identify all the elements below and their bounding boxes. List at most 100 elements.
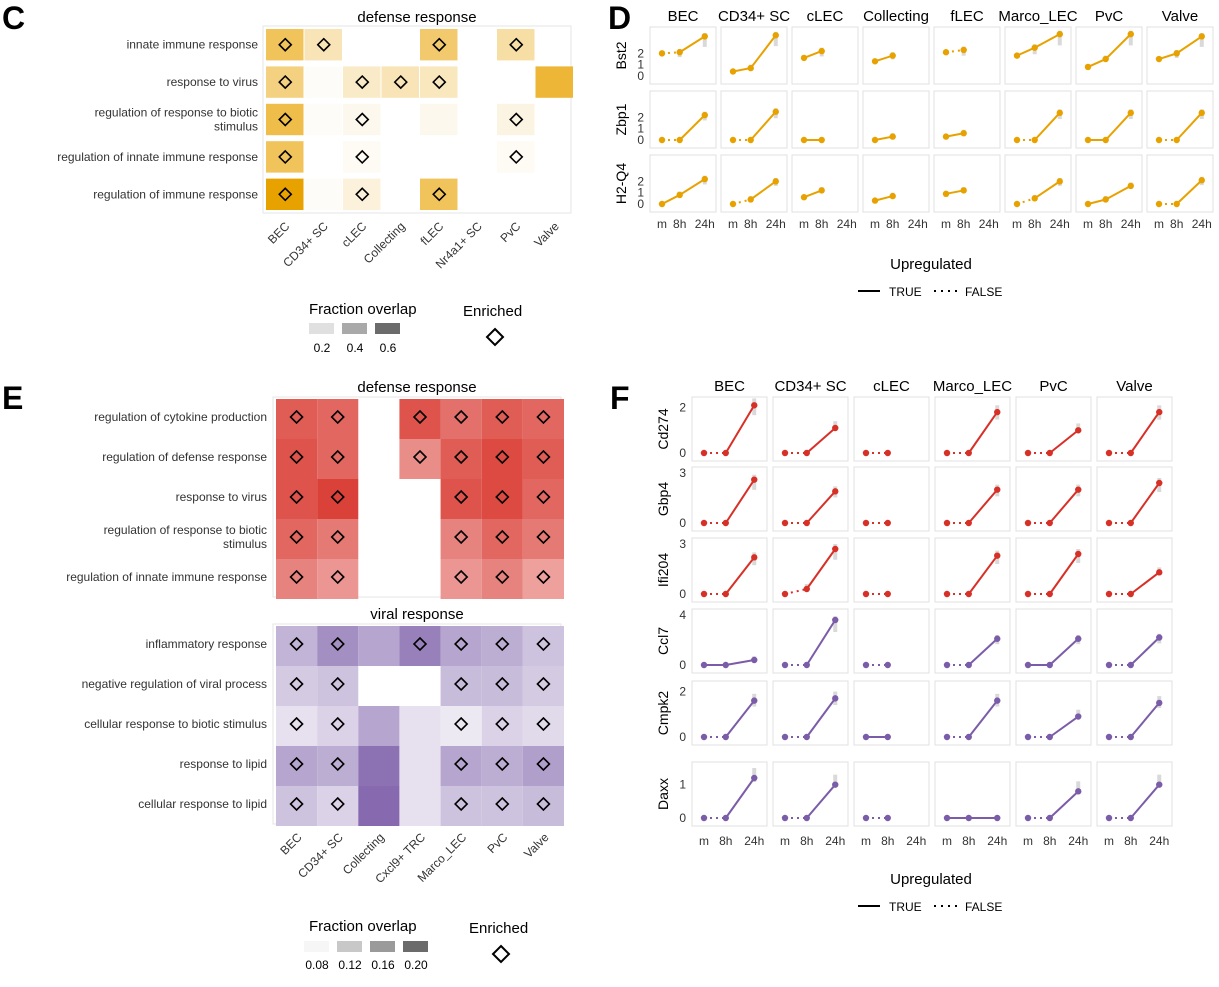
data-point <box>1056 109 1063 117</box>
data-point <box>1024 733 1032 741</box>
series-segment <box>1176 179 1203 205</box>
panel-label-d: D <box>608 0 631 36</box>
data-point <box>994 552 1001 559</box>
data-point <box>832 616 839 624</box>
x-tick-label: m <box>870 217 880 231</box>
heatmap-cell <box>266 103 304 136</box>
enriched-diamond-icon <box>289 569 304 585</box>
y-tick-label: 2 <box>637 110 644 124</box>
x-tick-label: 8h <box>673 217 686 231</box>
data-point <box>751 402 758 409</box>
facet-col-title: PvC <box>1039 378 1068 395</box>
heatmap-cell <box>266 66 304 98</box>
x-tick-label: 24h <box>987 834 1007 848</box>
data-point <box>942 190 950 198</box>
heatmap-cell <box>304 103 342 136</box>
heatmap-row-label: cellular response to biotic stimulus <box>84 717 267 731</box>
data-point <box>747 136 754 144</box>
data-point <box>800 136 808 144</box>
series-segment <box>967 489 999 524</box>
heatmap-row-label: regulation of response to biotic stimulus <box>95 106 258 134</box>
data-point <box>818 47 825 55</box>
data-point <box>676 49 683 56</box>
data-point <box>1156 634 1163 641</box>
heatmap-cell <box>535 66 573 98</box>
data-point <box>751 476 758 483</box>
heatmap-cell <box>399 746 441 786</box>
series-segment <box>805 548 837 590</box>
series-segment <box>1034 33 1061 49</box>
x-tick-label: 24h <box>906 834 926 848</box>
data-point <box>729 136 737 144</box>
facet-col-title: Marco_LEC <box>933 378 1012 395</box>
heatmap-panel-c: defense response innate immune response re… <box>57 9 573 271</box>
data-point <box>942 133 950 140</box>
enriched-diamond-icon <box>495 409 510 425</box>
heatmap-row-label: response to lipid <box>180 757 267 771</box>
heatmap-cell <box>481 746 523 786</box>
data-point <box>722 519 729 527</box>
heatmap-cell <box>343 103 381 136</box>
legend-upregulated-f: Upregulated TRUE FALSE <box>858 871 1002 914</box>
data-point <box>818 187 825 194</box>
heatmap-cell <box>522 626 564 666</box>
data-point <box>818 136 825 144</box>
heatmap-cell <box>522 399 564 439</box>
data-point <box>1056 178 1063 185</box>
data-point <box>1024 519 1032 527</box>
facet-col-title: Valve <box>1162 8 1198 25</box>
heatmap-cell <box>317 786 359 826</box>
heatmap-cell <box>481 519 523 559</box>
x-tick-label: m <box>1012 217 1022 231</box>
data-point <box>862 519 870 527</box>
data-point <box>1156 569 1163 576</box>
variance-band <box>1076 781 1081 791</box>
x-tick-label: 24h <box>1068 834 1088 848</box>
enriched-diamond-icon <box>432 187 447 202</box>
data-point <box>722 814 729 822</box>
enriched-diamond-icon <box>330 636 345 652</box>
facet-frame <box>933 26 1001 85</box>
data-point <box>994 814 1001 822</box>
data-point <box>700 661 708 669</box>
enriched-diamond-icon <box>536 529 551 545</box>
heatmap-col-label: cLEC <box>339 219 370 250</box>
y-tick-label: 0 <box>679 730 686 744</box>
data-point <box>1075 788 1082 795</box>
heatmap-cell <box>343 178 381 210</box>
y-tick-label: 1 <box>637 122 644 136</box>
data-point <box>943 733 951 741</box>
data-point <box>700 519 708 527</box>
series-segment <box>967 555 999 595</box>
series-segment <box>1129 702 1161 738</box>
enriched-diamond-icon <box>355 74 370 90</box>
data-point <box>729 68 737 75</box>
data-point <box>1127 733 1134 741</box>
data-point <box>1046 449 1053 457</box>
heatmap-row-label: negative regulation of viral process <box>82 677 267 691</box>
y-tick-label: 1 <box>637 186 644 200</box>
enriched-diamond-icon <box>330 676 345 692</box>
enriched-diamond-icon <box>330 449 345 465</box>
data-point <box>676 191 683 199</box>
series-segment <box>1016 46 1036 57</box>
y-tick-label: 1 <box>637 58 644 72</box>
heatmap-cell <box>522 439 564 479</box>
legend-false-label: FALSE <box>965 285 1002 299</box>
series-segment <box>679 178 706 196</box>
series-segment <box>724 777 756 819</box>
heatmap-cell <box>420 103 458 136</box>
data-point <box>943 449 951 457</box>
legend-swatch <box>403 941 428 952</box>
facet-frame <box>934 537 1011 603</box>
heatmap-cell <box>481 666 523 706</box>
enriched-diamond-icon <box>330 716 345 732</box>
series-segment <box>968 638 998 666</box>
heatmap-col-label: Valve <box>531 219 562 250</box>
x-tick-label: 8h <box>1170 217 1183 231</box>
variance-band <box>833 616 838 632</box>
x-tick-label: 8h <box>881 834 894 848</box>
heatmap-cell <box>522 706 564 746</box>
data-point <box>772 32 779 39</box>
enriched-diamond-icon <box>432 74 447 90</box>
